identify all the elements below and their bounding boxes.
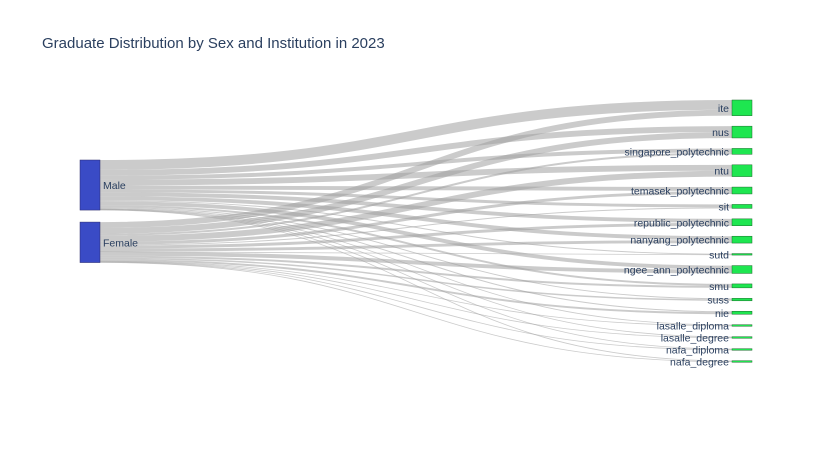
link-female-nanyang-polytechnic: [99, 240, 733, 252]
link-female-smu: [99, 255, 733, 288]
node-lasalle-diploma: [731, 324, 753, 327]
node-label-ngee-ann-polytechnic: ngee_ann_polytechnic: [624, 265, 729, 277]
node-male: [79, 159, 101, 211]
link-male-ite: [99, 100, 733, 170]
node-republic-polytechnic: [731, 218, 753, 226]
link-male-temasek-polytechnic: [99, 185, 733, 191]
node-nafa-degree: [731, 360, 753, 363]
node-label-republic-polytechnic: republic_polytechnic: [634, 217, 729, 229]
link-female-nafa-diploma: [99, 261, 733, 351]
link-female-nie: [99, 259, 733, 315]
node-label-nafa-degree: nafa_degree: [670, 356, 729, 368]
node-label-ite: ite: [718, 103, 729, 115]
node-label-nus: nus: [712, 127, 729, 139]
link-male-lasalle-diploma: [99, 208, 733, 326]
node-label-singapore-polytechnic: singapore_polytechnic: [625, 146, 730, 158]
link-male-sit: [99, 189, 733, 208]
node-label-female: Female: [103, 237, 138, 249]
sankey-labels: Male Female ite nus singapore_polytechnicntu…: [103, 103, 729, 369]
node-label-suss: suss: [707, 295, 729, 307]
link-male-ntu: [99, 164, 733, 186]
node-label-nie: nie: [715, 308, 729, 320]
node-sutd: [731, 253, 753, 256]
link-male-nus: [99, 126, 733, 176]
link-female-nafa-degree: [99, 262, 733, 363]
node-temasek-polytechnic: [731, 186, 753, 195]
node-sit: [731, 204, 753, 209]
link-female-singapore-polytechnic: [99, 152, 733, 236]
node-label-male: Male: [103, 180, 126, 192]
node-ntu: [731, 164, 753, 177]
node-label-sutd: sutd: [709, 249, 729, 261]
link-male-sutd: [99, 200, 733, 255]
chart-title: Graduate Distribution by Sex and Institu…: [42, 35, 385, 52]
link-female-sit: [99, 207, 733, 246]
link-male-singapore-polytechnic: [99, 148, 733, 180]
link-female-lasalle-diploma: [99, 260, 733, 327]
node-label-nanyang-polytechnic: nanyang_polytechnic: [630, 235, 729, 247]
node-label-ntu: ntu: [714, 166, 729, 178]
node-suss: [731, 298, 753, 302]
node-label-smu: smu: [709, 281, 729, 293]
link-female-ite: [99, 109, 733, 228]
node-ite: [731, 99, 753, 116]
node-nafa-diploma: [731, 348, 753, 351]
sankey-nodes: [79, 99, 753, 363]
node-female: [79, 221, 101, 263]
node-label-lasalle-degree: lasalle_degree: [661, 332, 729, 344]
node-label-nafa-diploma: nafa_diploma: [666, 344, 729, 356]
node-singapore-polytechnic: [731, 148, 753, 155]
node-label-sit: sit: [719, 201, 730, 213]
node-nus: [731, 125, 753, 139]
link-female-nus: [99, 132, 733, 234]
link-female-republic-polytechnic: [99, 222, 733, 249]
link-female-temasek-polytechnic: [99, 191, 733, 245]
link-female-lasalle-degree: [99, 261, 733, 339]
node-ngee-ann-polytechnic: [731, 265, 753, 274]
link-female-ntu: [99, 170, 733, 242]
node-smu: [731, 283, 753, 289]
node-nie: [731, 311, 753, 315]
node-label-lasalle-diploma: lasalle_diploma: [657, 320, 730, 332]
node-label-temasek-polytechnic: temasek_polytechnic: [631, 186, 729, 198]
link-female-suss: [99, 257, 733, 301]
link-female-ngee-ann-polytechnic: [99, 251, 733, 274]
sankey-links: [99, 100, 733, 363]
link-male-nie: [99, 208, 733, 313]
node-lasalle-degree: [731, 336, 753, 339]
node-nanyang-polytechnic: [731, 235, 753, 244]
